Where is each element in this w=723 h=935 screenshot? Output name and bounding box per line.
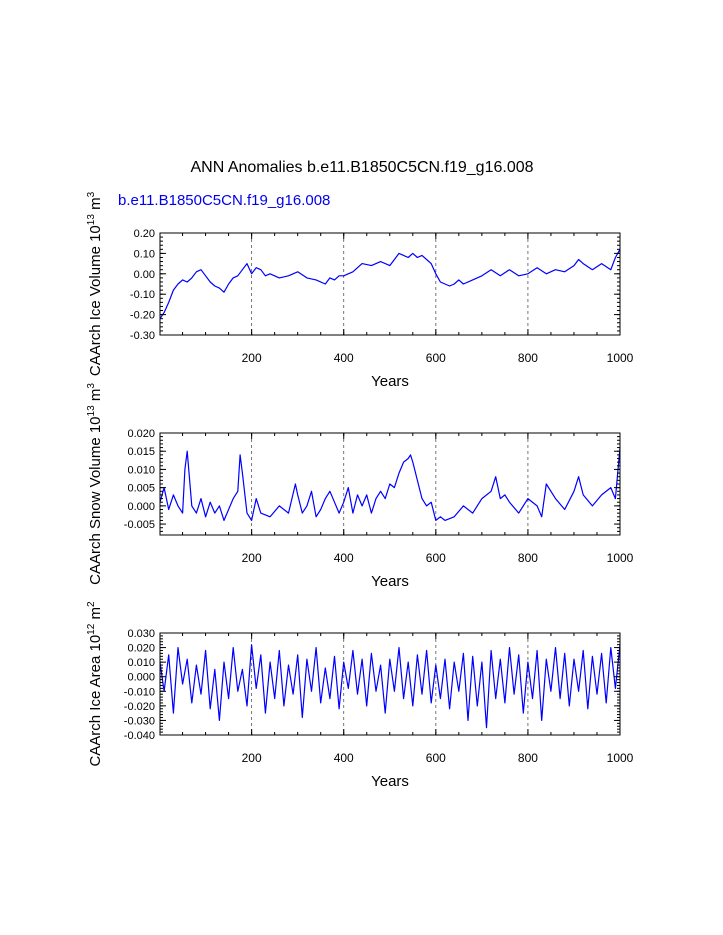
x-tick-label: 200: [242, 351, 262, 365]
plot-frame: [159, 632, 621, 736]
x-tick-label: 800: [518, 351, 538, 365]
y-axis-label-exponent: 3: [86, 383, 97, 389]
y-axis-label-exponent: 13: [86, 214, 97, 226]
y-tick-label: -0.005: [124, 519, 155, 531]
y-axis-label-text: CAArch Snow Volume 10: [87, 416, 104, 584]
y-axis-label: CAArch Ice Volume 1013 m3: [86, 191, 104, 376]
panel-2: -0.005 0.000 0.005 0.010 0.015 0.020 200 400 600…: [86, 383, 634, 590]
y-axis-label: CAArch Ice Area 1012 m2: [86, 601, 104, 767]
chart-subtitle: b.e11.B1850C5CN.f19_g16.008: [118, 192, 330, 209]
y-tick-label: -0.020: [124, 701, 155, 713]
x-tick-label: 400: [334, 351, 354, 365]
y-tick-label: 0.030: [127, 628, 155, 640]
y-tick-label: -0.10: [130, 289, 155, 301]
y-tick-label: 0.20: [134, 228, 155, 240]
chart-panels: -0.30 -0.20 -0.10 0.00 0.10 0.20 200 400 600 800 1…: [86, 191, 634, 790]
x-axis-label: Years: [371, 373, 409, 390]
y-axis-label-text: CAArch Ice Volume 10: [87, 225, 104, 376]
y-axis-label-exponent: 13: [86, 405, 97, 417]
series-line-1: [159, 249, 621, 320]
y-tick-label: 0.10: [134, 248, 155, 260]
y-axis-label-text: m: [87, 389, 104, 406]
y-tick-label: -0.30: [130, 330, 155, 342]
y-axis-label-text: m: [87, 607, 104, 624]
y-axis-label-text: m: [87, 197, 104, 214]
y-tick-label: 0.020: [127, 428, 155, 440]
x-tick-label: 600: [426, 751, 446, 765]
x-axis-label: Years: [371, 573, 409, 590]
x-tick-label: 600: [426, 551, 446, 565]
y-tick-label: -0.010: [124, 686, 155, 698]
y-tick-label: -0.20: [130, 310, 155, 322]
y-tick-label: -0.030: [124, 715, 155, 727]
x-tick-label: 1000: [607, 351, 634, 365]
x-tick-label: 400: [334, 551, 354, 565]
series-line-1: [159, 644, 621, 729]
x-tick-label: 800: [518, 551, 538, 565]
y-tick-label: 0.00: [134, 269, 155, 281]
y-axis-label-exponent: 3: [86, 191, 97, 197]
y-axis-label: CAArch Snow Volume 1013 m3: [86, 383, 104, 585]
x-tick-label: 1000: [607, 751, 634, 765]
x-tick-label: 200: [242, 751, 262, 765]
x-axis-label: Years: [371, 773, 409, 790]
y-axis-label-exponent: 12: [86, 623, 97, 635]
y-tick-label: 0.000: [127, 672, 155, 684]
y-tick-label: -0.040: [124, 730, 155, 742]
y-tick-label: 0.010: [127, 464, 155, 476]
panel-3: -0.040 -0.030 -0.020 -0.010 0.000 0.010 0.020 0…: [86, 601, 634, 790]
series-line-1: [159, 447, 621, 521]
x-tick-label: 1000: [607, 551, 634, 565]
panel-1: -0.30 -0.20 -0.10 0.00 0.10 0.20 200 400 600 800 1…: [86, 191, 634, 390]
y-tick-label: 0.020: [127, 643, 155, 655]
y-axis-label-exponent: 2: [86, 601, 97, 607]
chart-title: ANN Anomalies b.e11.B1850C5CN.f19_g16.00…: [190, 159, 533, 176]
y-tick-label: 0.015: [127, 446, 155, 458]
y-tick-label: 0.000: [127, 501, 155, 513]
x-tick-label: 200: [242, 551, 262, 565]
x-tick-label: 800: [518, 751, 538, 765]
y-tick-label: 0.010: [127, 657, 155, 669]
y-axis-label-text: CAArch Ice Area 10: [87, 635, 104, 767]
x-tick-label: 400: [334, 751, 354, 765]
y-tick-label: 0.005: [127, 483, 155, 495]
x-tick-label: 600: [426, 351, 446, 365]
